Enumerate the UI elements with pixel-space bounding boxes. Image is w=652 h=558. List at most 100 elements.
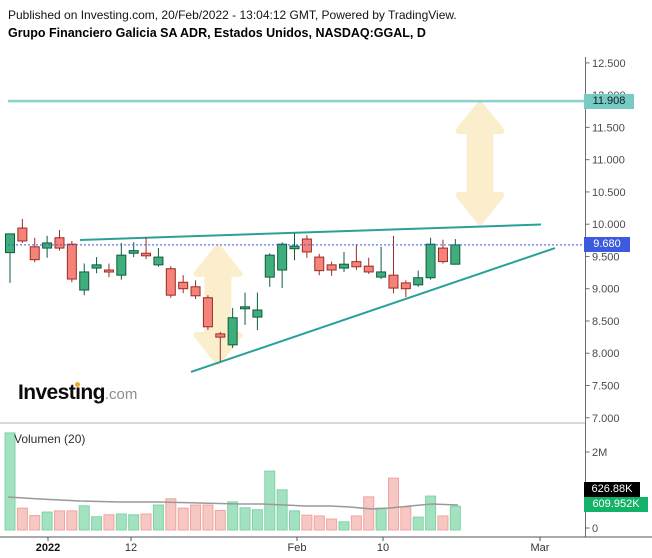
time-tick-label: Mar [531, 542, 550, 554]
published-line: Published on Investing.com, 20/Feb/2022 … [8, 8, 457, 22]
candle-down [17, 227, 28, 242]
watermark-suffix: .com [104, 386, 138, 403]
candle-up [128, 250, 139, 254]
volume-bar-up [91, 516, 103, 531]
candle-down [178, 281, 189, 290]
volume-bar-up [115, 513, 127, 531]
volume-bar-down [177, 507, 189, 531]
volume-bar-up [412, 516, 424, 531]
candle-down [388, 274, 399, 289]
volume-bar-up [449, 505, 461, 531]
logo-flame-icon [75, 382, 81, 387]
arrows-layer [193, 101, 505, 365]
volume-bar-down [16, 507, 28, 531]
candle-down [29, 246, 40, 261]
candle-down [326, 264, 337, 271]
candle-down [314, 256, 325, 272]
volume-bar-up [78, 505, 90, 531]
volume-bar-down [140, 513, 152, 531]
volume-bar-down [301, 514, 313, 531]
candle-down [215, 333, 226, 338]
volume-bar-down [103, 514, 115, 531]
trendlines-layer [79, 223, 556, 373]
price-tick-label: 10.500 [592, 187, 626, 199]
candle-up [42, 242, 53, 249]
volume-bar-down [387, 477, 399, 531]
price-tick-label: 10.000 [592, 219, 626, 231]
price-tick-label: 8.500 [592, 316, 620, 328]
last-price-label: 9.680 [584, 237, 630, 252]
watermark-brand-right: ng [80, 381, 105, 404]
volume-bar-down [400, 506, 412, 531]
candle-up [289, 245, 300, 250]
candle-down [190, 286, 201, 297]
price-tick-label: 12.500 [592, 58, 626, 70]
volume-tick-label: 2M [592, 447, 607, 459]
volume-axis: 2M 0 [585, 447, 607, 535]
candle-up [116, 254, 127, 276]
candle-down [351, 261, 362, 268]
chart-title: Grupo Financiero Galicia SA ADR, Estados… [8, 26, 426, 40]
candle-up [277, 243, 288, 271]
time-axis: 2022 12 Feb 10 Mar [36, 537, 550, 554]
volume-bar-down [326, 518, 338, 531]
time-tick-label: 12 [125, 542, 137, 554]
volume-bar-up [276, 489, 288, 531]
candle-down [301, 238, 312, 253]
volume-bar-up [289, 510, 301, 531]
volume-bar-down [214, 510, 226, 531]
volume-ma-line [7, 496, 459, 510]
price-tick-label: 7.500 [592, 381, 620, 393]
candle-up [240, 306, 251, 310]
volume-bar-up [338, 521, 350, 531]
candle-up [450, 244, 461, 265]
candle-down [400, 282, 411, 290]
candle-up [79, 271, 90, 291]
volume-bar-down [313, 515, 325, 531]
volume-bar-up [227, 501, 239, 531]
volume-bar-up [4, 432, 16, 531]
candle-down [437, 247, 448, 263]
volume-bar-up [128, 514, 140, 531]
lower-trendline [190, 247, 556, 373]
watermark-brand-i: ı [75, 381, 81, 404]
price-tick-label: 8.000 [592, 348, 620, 360]
volume-bar-down [29, 515, 41, 531]
candle-up [264, 254, 275, 278]
volume-bar-up [425, 495, 437, 531]
volume-bar-down [363, 496, 375, 531]
volume-bar-up [264, 470, 276, 531]
candle-up [91, 264, 102, 269]
candle-down [54, 237, 65, 249]
investing-watermark: Invest ıng.com [18, 381, 137, 405]
volume-bar-down [437, 515, 449, 531]
candle-down [165, 268, 176, 296]
candle-up [413, 277, 424, 286]
candle-down [363, 265, 374, 273]
volume-bar-down [202, 504, 214, 531]
volume-bar-down [66, 510, 78, 531]
candle-down [141, 252, 152, 257]
candle-down [66, 243, 77, 280]
price-tick-label: 11.500 [592, 122, 625, 134]
volume-bar-down [350, 515, 362, 531]
volume-layer [4, 432, 461, 531]
volume-current-value-label: 609.952K [584, 497, 648, 512]
volume-bar-up [152, 504, 164, 531]
volume-bar-down [165, 498, 177, 531]
volume-tick-label: 0 [592, 523, 598, 535]
price-tick-label: 11.000 [592, 155, 625, 167]
candle-down [202, 297, 213, 328]
upper-trendline [79, 223, 542, 242]
candle-up [5, 233, 15, 254]
volume-bar-up [251, 509, 263, 531]
double-arrow-annotation [455, 101, 505, 225]
volume-bar-up [41, 511, 53, 531]
candle-up [376, 271, 387, 278]
candles-layer [5, 219, 461, 362]
candle-up [252, 309, 263, 318]
candle-up [227, 317, 238, 346]
volume-indicator-label: Volumen (20) [14, 432, 86, 446]
